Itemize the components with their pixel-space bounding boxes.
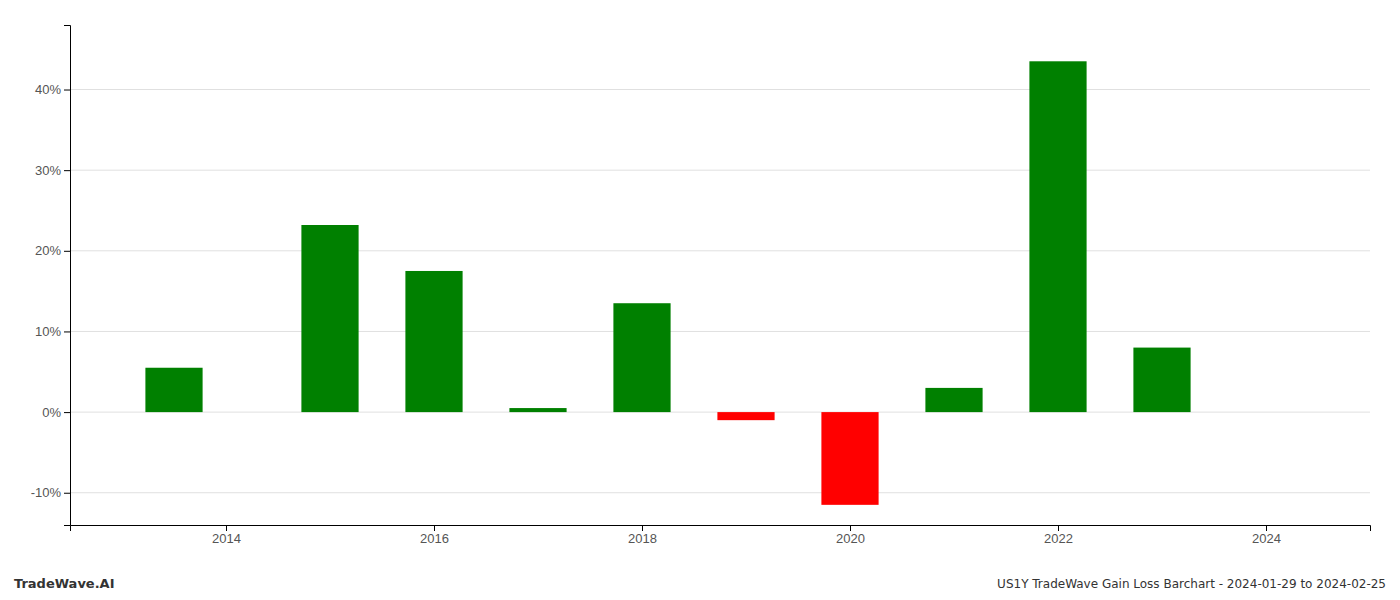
grid [70,90,1370,493]
y-tick-label: -10% [31,485,62,500]
y-axis-line [64,26,71,526]
y-tick: 30% [35,163,70,178]
x-tick: 2014 [212,525,241,546]
y-tick-label: 10% [35,324,61,339]
x-tick-label: 2014 [212,531,241,546]
x-axis: 2014 2016 2018 2020 2022 2024 [71,525,1371,546]
y-tick: -10% [31,485,70,500]
y-tick: 0% [42,405,70,420]
bar [405,271,462,412]
bar [717,412,774,420]
bar [613,303,670,412]
y-tick-mark [64,90,70,91]
grid-line [70,89,1370,90]
bar [1029,61,1086,412]
y-tick-mark [64,170,70,171]
x-tick-mark [1266,525,1267,531]
footer-left: TradeWave.AI [14,576,115,591]
chart: -10%0%10%20%30%40%2014201620182020202220… [0,0,1400,600]
y-tick-label: 40% [35,82,61,97]
bar [821,412,878,505]
y-tick-mark [64,412,70,413]
x-tick: 2018 [628,525,657,546]
grid-line [70,331,1370,332]
y-tick-mark [64,493,70,494]
x-tick-mark [434,525,435,531]
x-tick-mark [642,525,643,531]
x-tick: 2024 [1252,525,1281,546]
bar [925,388,982,412]
x-tick: 2016 [420,525,449,546]
y-tick: 20% [35,243,70,258]
x-tick-mark [1058,525,1059,531]
x-tick-mark [226,525,227,531]
bar [509,408,566,412]
grid-line [70,250,1370,251]
y-tick-mark [64,251,70,252]
x-tick-mark [850,525,851,531]
y-tick-label: 0% [42,405,61,420]
y-tick: 10% [35,324,70,339]
x-tick: 2022 [1044,525,1073,546]
footer-right: US1Y TradeWave Gain Loss Barchart - 2024… [997,577,1386,591]
grid-line [70,170,1370,171]
y-tick-mark [64,331,70,332]
x-tick: 2020 [836,525,865,546]
y-tick-label: 30% [35,163,61,178]
y-tick: 40% [35,82,70,97]
x-tick-label: 2020 [836,531,865,546]
x-tick-label: 2024 [1252,531,1281,546]
bars [145,61,1190,505]
bar [301,225,358,412]
x-tick-label: 2016 [420,531,449,546]
x-tick-label: 2022 [1044,531,1073,546]
plot: -10%0%10%20%30%40%2014201620182020202220… [31,26,1371,547]
x-tick-label: 2018 [628,531,657,546]
y-tick-label: 20% [35,243,61,258]
grid-line [70,492,1370,493]
x-axis-line [71,526,1371,532]
y-axis: -10% 0% 10% 20% 30% 40% [31,26,71,526]
bar [1133,348,1190,413]
bar [145,368,202,412]
